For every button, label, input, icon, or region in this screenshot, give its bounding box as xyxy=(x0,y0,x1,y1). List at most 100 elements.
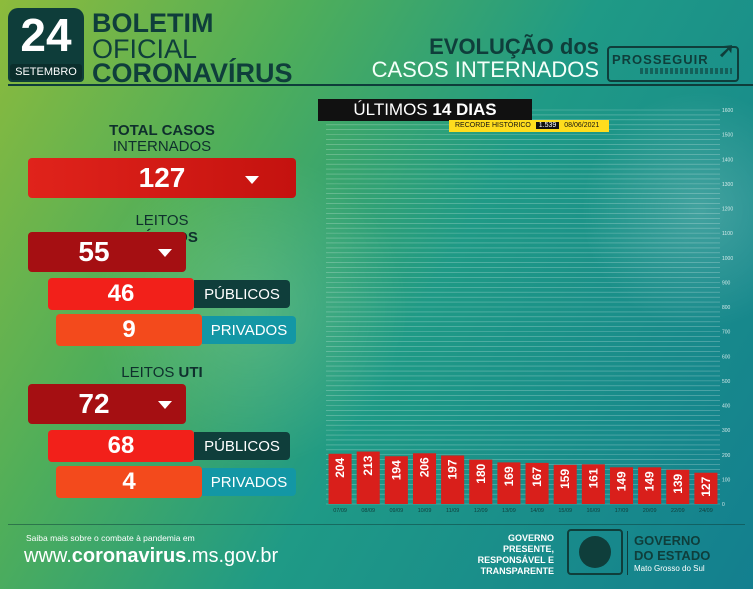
x-tick-label: 24/09 xyxy=(699,508,713,514)
date-day: 24 xyxy=(20,9,72,61)
uti-private: 4 xyxy=(122,468,136,495)
state-name: Mato Grosso do Sul xyxy=(634,564,705,573)
x-tick-label: 16/09 xyxy=(586,508,600,514)
y-tick-label: 1600 xyxy=(722,108,733,114)
clinical-public-tag: PÚBLICOS xyxy=(194,280,290,308)
x-tick-label: 20/09 xyxy=(643,508,657,514)
uti-public: 68 xyxy=(107,432,135,459)
bar-value-label: 206 xyxy=(418,457,432,477)
evolution-title: EVOLUÇÃO dos xyxy=(429,34,599,59)
bar xyxy=(469,459,493,504)
y-tick-label: 1300 xyxy=(722,182,733,188)
x-tick-label: 11/09 xyxy=(446,508,459,514)
clinical-total-box: 55 xyxy=(28,232,186,272)
uti-public-tag: PÚBLICOS xyxy=(194,432,290,460)
y-tick-label: 400 xyxy=(722,404,731,410)
y-tick-label: 0 xyxy=(722,502,725,508)
clinical-total: 55 xyxy=(78,236,110,267)
x-tick-label: 22/09 xyxy=(671,508,685,514)
state-seal-icon xyxy=(579,536,611,568)
y-tick-label: 500 xyxy=(722,379,731,385)
prosseguir-logo xyxy=(607,46,739,82)
y-tick-label: 800 xyxy=(722,305,731,311)
clinical-public-box: 46 xyxy=(48,278,194,310)
uti-total-box: 72 xyxy=(28,384,186,424)
bar-value-label: 161 xyxy=(586,468,600,488)
chart-header: ÚLTIMOS 14 DIAS xyxy=(318,99,532,121)
uti-total: 72 xyxy=(78,388,110,419)
x-tick-label: 14/09 xyxy=(530,508,544,514)
x-tick-label: 17/09 xyxy=(615,508,629,514)
bar xyxy=(581,464,605,504)
x-tick-label: 15/09 xyxy=(558,508,572,514)
footer-logo-divider xyxy=(627,531,628,575)
bar xyxy=(412,453,437,504)
evolution-subtitle: CASOS INTERNADOS xyxy=(371,57,599,82)
bar-value-label: 180 xyxy=(474,463,488,483)
bar xyxy=(694,472,718,504)
caret-down-icon xyxy=(158,401,172,409)
total-label: TOTAL CASOS xyxy=(109,122,215,139)
header-divider xyxy=(8,84,753,86)
bar xyxy=(441,455,465,504)
x-tick-label: 07/09 xyxy=(333,508,347,514)
record-banner: RECORDE HISTÓRICO 1.539 08/06/2021 xyxy=(449,120,609,132)
bar-value-label: 159 xyxy=(558,469,572,489)
uti-private-tag: PRIVADOS xyxy=(202,468,296,496)
clinical-private-box: 9 xyxy=(56,314,202,346)
bar xyxy=(553,464,577,504)
x-tick-label: 10/09 xyxy=(418,508,432,514)
bar-value-label: 167 xyxy=(530,467,544,487)
caret-down-icon xyxy=(245,176,259,184)
x-tick-label: 12/09 xyxy=(474,508,488,514)
clinical-private: 9 xyxy=(122,316,136,343)
y-tick-label: 1500 xyxy=(722,133,733,139)
x-tick-label: 08/09 xyxy=(361,508,375,514)
title-boletim: BOLETIM xyxy=(92,8,214,38)
bar-value-label: 194 xyxy=(389,460,403,480)
y-tick-label: 200 xyxy=(722,453,731,459)
footer-url[interactable]: www.coronavirus.ms.gov.br xyxy=(24,545,279,567)
prosseguir-logo-text: PROSSEGUIR xyxy=(612,52,709,67)
y-tick-label: 300 xyxy=(722,428,731,434)
caret-down-icon xyxy=(158,249,172,257)
y-tick-label: 1400 xyxy=(722,157,733,163)
bar-value-label: 139 xyxy=(671,473,685,493)
uti-label: LEITOS UTI xyxy=(121,364,203,381)
state-seal xyxy=(567,529,623,575)
x-tick-label: 09/09 xyxy=(389,508,403,514)
total-label-sub: INTERNADOS xyxy=(112,138,212,155)
title-coronavirus: CORONAVÍRUS xyxy=(92,58,293,88)
bar xyxy=(497,462,521,504)
bar xyxy=(328,453,352,504)
state-government-name: GOVERNO DO ESTADO xyxy=(634,533,711,563)
bar-value-label: 169 xyxy=(502,466,516,486)
y-tick-label: 600 xyxy=(722,354,731,360)
government-motto: GOVERNO PRESENTE, RESPONSÁVEL E TRANSPARENT… xyxy=(477,533,554,576)
uti-public-box: 68 xyxy=(48,430,194,462)
date-month: SETEMBRO xyxy=(10,64,82,80)
bar xyxy=(609,467,634,504)
bar-value-label: 127 xyxy=(699,476,713,496)
bar xyxy=(356,451,380,504)
y-tick-label: 100 xyxy=(722,477,731,483)
bar xyxy=(525,462,549,504)
y-tick-label: 1200 xyxy=(722,207,733,213)
record-date: 08/06/2021 xyxy=(564,122,600,129)
footer-note: Saiba mais sobre o combate à pandemia em xyxy=(26,533,195,543)
bar xyxy=(666,469,690,504)
total-value: 127 xyxy=(138,162,186,193)
record-label: RECORDE HISTÓRICO xyxy=(455,122,531,129)
bar xyxy=(638,467,662,504)
cases-bar-chart: 0 100 200 300 400 500 600 700 800 900 1000 1100 1200… xyxy=(326,108,733,514)
y-tick-label: 1100 xyxy=(722,231,733,237)
bar-value-label: 197 xyxy=(446,459,460,479)
y-tick-label: 1000 xyxy=(722,256,733,262)
prosseguir-logo-tagline xyxy=(640,68,732,74)
y-tick-label: 700 xyxy=(722,330,731,336)
bar-value-label: 213 xyxy=(361,455,375,475)
title-oficial: OFICIAL xyxy=(92,34,198,64)
bar-value-label: 204 xyxy=(333,457,347,477)
arrow-icon: ➚ xyxy=(718,40,735,62)
clinical-private-tag: PRIVADOS xyxy=(202,316,296,344)
